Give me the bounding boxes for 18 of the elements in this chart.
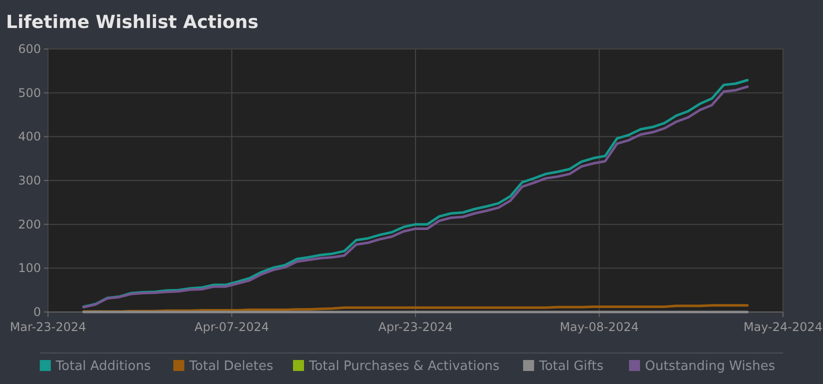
legend-label: Total Purchases & Activations: [308, 359, 500, 374]
y-tick-label: 500: [18, 86, 41, 100]
y-tick-label: 400: [18, 130, 41, 144]
y-tick-label: 0: [33, 305, 41, 319]
x-tick-label: Apr-23-2024: [378, 320, 453, 334]
legend-label: Total Additions: [54, 359, 151, 374]
x-tick-label: Mar-23-2024: [10, 320, 86, 334]
y-tick-label: 600: [18, 42, 41, 56]
legend-label: Total Gifts: [538, 359, 604, 374]
x-tick-label: Apr-07-2024: [194, 320, 269, 334]
legend-label: Total Deletes: [188, 359, 274, 374]
y-tick-label: 200: [18, 217, 41, 232]
chart-title: Lifetime Wishlist Actions: [6, 12, 258, 33]
x-tick-label: May-08-2024: [560, 320, 639, 334]
x-tick-label: May-24-2024: [743, 320, 823, 334]
y-tick-label: 100: [18, 261, 41, 276]
y-tick-label: 300: [18, 174, 41, 188]
legend-label: Outstanding Wishes: [645, 359, 776, 374]
